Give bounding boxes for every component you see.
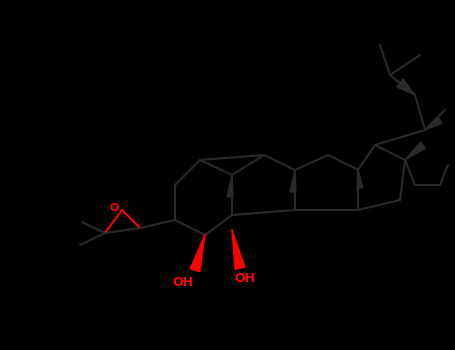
Polygon shape	[357, 170, 363, 188]
Polygon shape	[397, 79, 415, 95]
Polygon shape	[190, 235, 205, 271]
Polygon shape	[425, 117, 442, 130]
Polygon shape	[290, 170, 296, 192]
Text: OH: OH	[172, 275, 193, 288]
Polygon shape	[227, 175, 233, 197]
Polygon shape	[232, 230, 245, 269]
Polygon shape	[405, 142, 425, 160]
Text: OH: OH	[234, 272, 256, 285]
Text: O: O	[109, 203, 119, 213]
